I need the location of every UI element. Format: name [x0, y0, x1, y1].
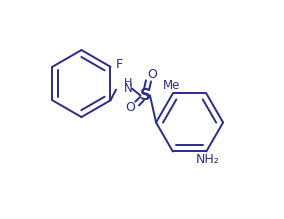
Text: N: N [124, 82, 132, 95]
Text: S: S [140, 88, 151, 103]
Text: O: O [126, 101, 135, 114]
Text: H: H [124, 78, 132, 88]
Text: O: O [147, 68, 157, 81]
Text: NH₂: NH₂ [196, 153, 220, 166]
Text: Me: Me [163, 79, 180, 92]
Text: F: F [116, 58, 123, 71]
